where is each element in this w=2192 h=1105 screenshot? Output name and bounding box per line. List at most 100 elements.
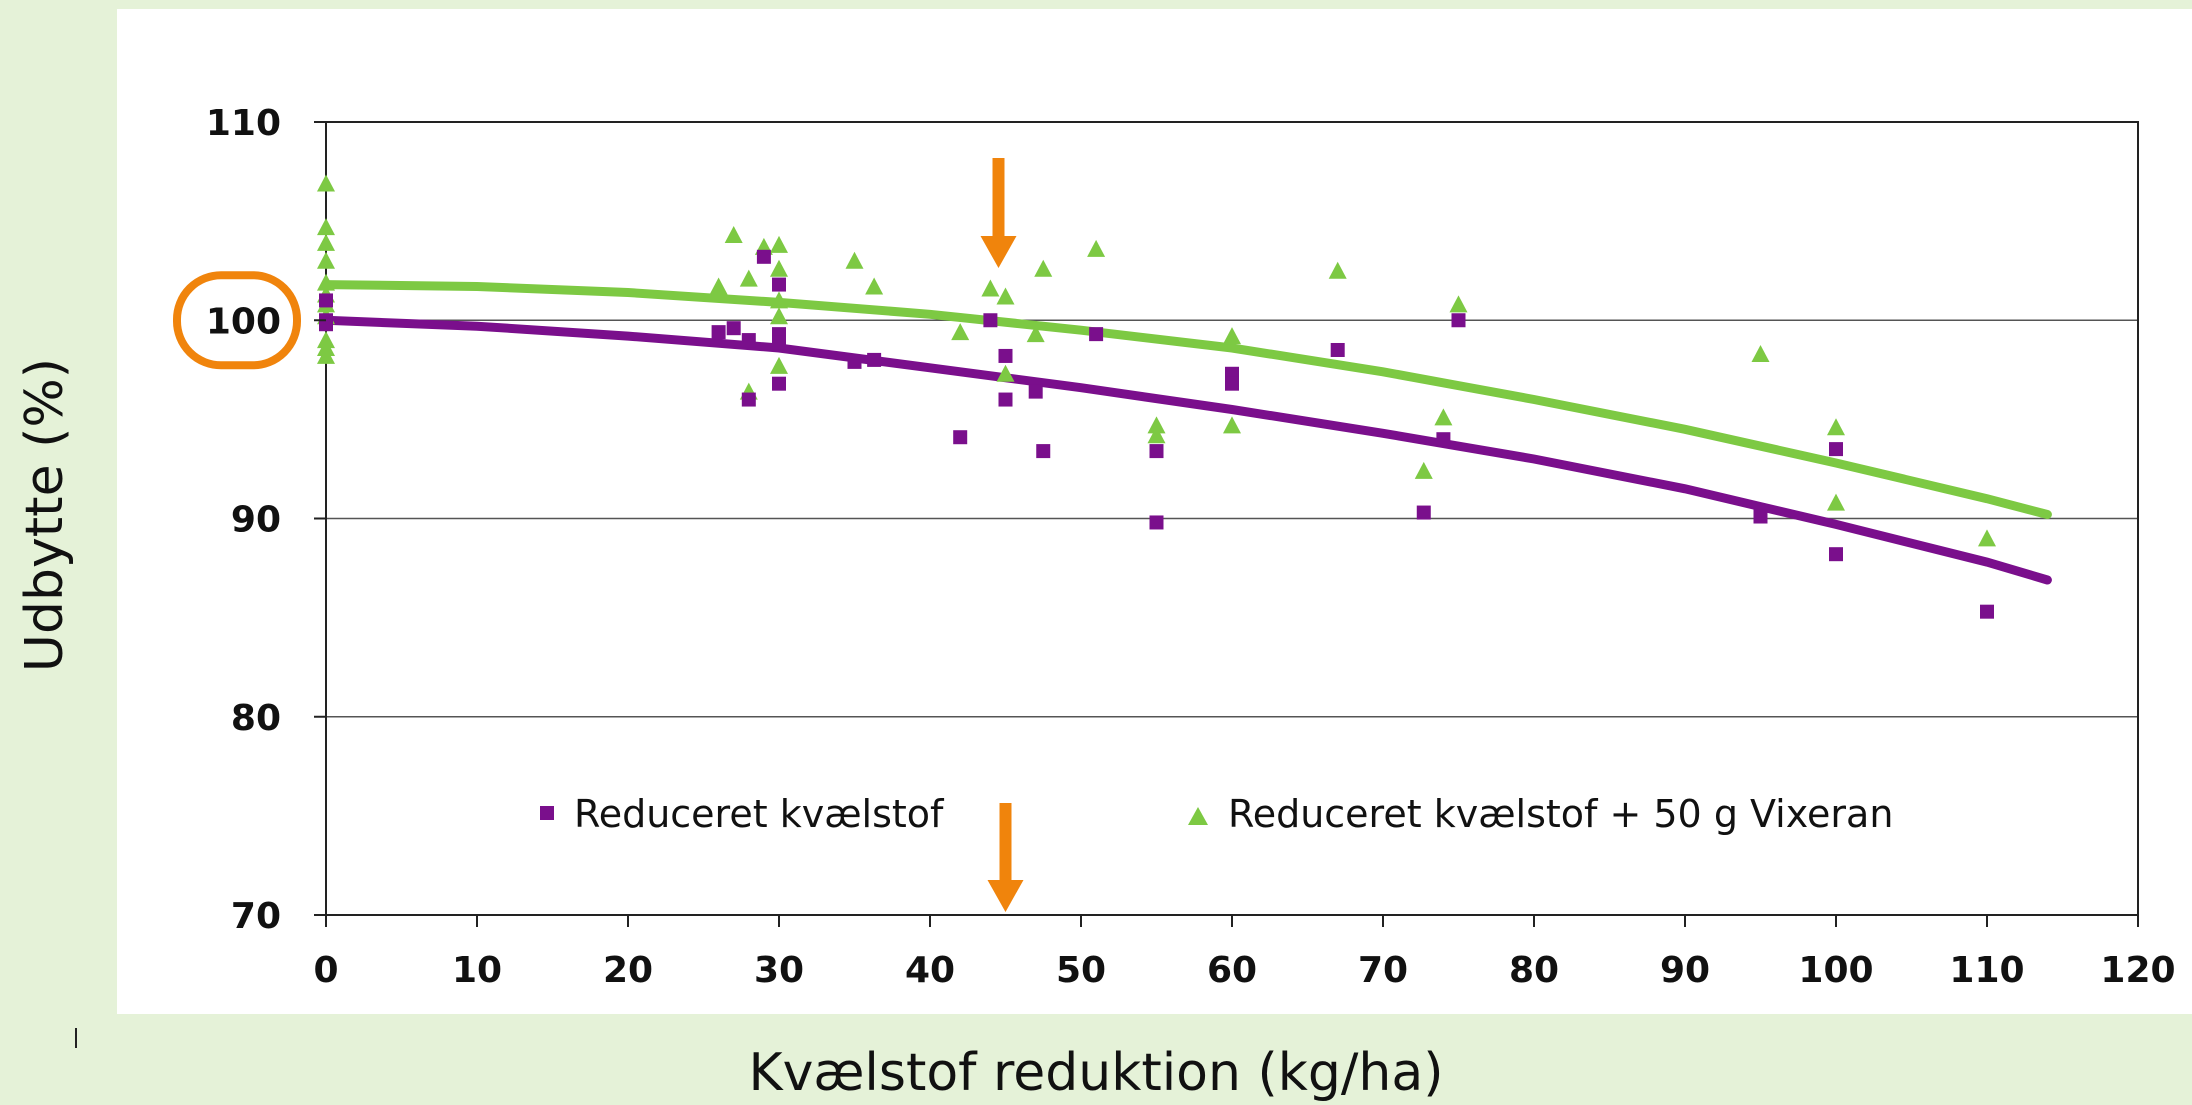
point-triangle-32	[1223, 327, 1241, 345]
x-tick-label-80: 80	[1509, 950, 1559, 991]
point-triangle-34	[1328, 261, 1347, 279]
x-tick-label-90: 90	[1660, 950, 1710, 991]
point-square-13	[867, 352, 882, 367]
point-triangle-1	[317, 218, 335, 236]
trend-lines	[321, 280, 2052, 585]
point-square-11	[772, 376, 786, 391]
x-tick-label-50: 50	[1056, 950, 1106, 991]
x-tick-label-30: 30	[754, 950, 804, 991]
arrow-down-icon-top-head	[980, 236, 1017, 268]
point-square-25	[1330, 342, 1345, 357]
x-tick-label-110: 110	[1949, 950, 2024, 991]
point-square-12	[847, 354, 862, 369]
point-square-19	[1036, 444, 1051, 459]
point-square-27	[1436, 432, 1451, 447]
point-square-16	[998, 348, 1013, 363]
point-square-7	[756, 249, 771, 264]
x-tick-label-40: 40	[905, 950, 955, 991]
point-triangle-11	[709, 277, 728, 295]
point-triangle-24	[981, 279, 1000, 297]
point-square-26	[1416, 505, 1431, 520]
point-square-20	[1089, 327, 1104, 342]
trend-line-series-2	[321, 280, 2052, 519]
point-square-8	[772, 277, 786, 292]
point-square-1	[319, 293, 333, 308]
arrow-down-icon-bottom-head	[987, 880, 1024, 912]
point-triangle-38	[1751, 344, 1770, 362]
point-triangle-3	[317, 251, 335, 269]
x-tick-label-60: 60	[1207, 950, 1257, 991]
point-triangle-17	[770, 259, 788, 277]
point-triangle-21	[845, 251, 864, 269]
point-triangle-41	[1978, 529, 1996, 547]
point-triangle-22	[865, 277, 884, 295]
point-square-3	[711, 325, 726, 340]
point-triangle-20	[770, 356, 788, 374]
point-square-28	[1451, 313, 1466, 328]
point-triangle-39	[1827, 418, 1845, 436]
point-square-10	[772, 335, 786, 350]
point-triangle-25	[996, 287, 1015, 305]
point-triangle-33	[1223, 416, 1241, 434]
point-square-24	[1225, 376, 1239, 391]
point-triangle-27	[1026, 325, 1045, 343]
point-triangle-30	[1147, 416, 1166, 434]
point-square-4	[726, 321, 741, 336]
point-triangle-31	[1147, 426, 1166, 444]
legend-marker-triangle	[1188, 807, 1208, 825]
legend: Reduceret kvælstof Reduceret kvælstof + …	[540, 792, 1893, 836]
point-triangle-23	[951, 323, 970, 341]
point-square-29	[1753, 509, 1768, 524]
point-triangle-19	[770, 307, 788, 325]
point-triangle-26	[996, 364, 1015, 382]
y-axis-title: Udbytte (%)	[15, 358, 75, 672]
point-square-6	[741, 392, 756, 407]
point-triangle-40	[1827, 493, 1845, 511]
x-tick-label-120: 120	[2100, 950, 2175, 991]
legend-label-series-2: Reduceret kvælstof + 50 g Vixeran	[1228, 792, 1893, 836]
point-triangle-12	[724, 226, 743, 244]
point-triangle-2	[317, 233, 335, 251]
point-triangle-36	[1434, 408, 1453, 426]
x-axis-title: Kvælstof reduktion (kg/ha)	[749, 1043, 1444, 1103]
highlight-ring-100	[173, 271, 301, 370]
point-square-22	[1149, 515, 1164, 530]
y-tick-label-70: 70	[231, 896, 281, 937]
y-tick-label-100: 100	[206, 301, 281, 342]
point-triangle-37	[1449, 295, 1468, 313]
arrow-down-icon-top-shaft	[992, 158, 1005, 238]
y-tick-label-90: 90	[231, 500, 281, 541]
legend-marker-square	[540, 806, 554, 820]
y-tick-label-110: 110	[206, 103, 281, 144]
x-tick-label-0: 0	[313, 950, 338, 991]
point-square-31	[1829, 547, 1843, 562]
point-triangle-13	[739, 269, 758, 287]
point-triangle-35	[1414, 461, 1433, 479]
point-triangle-29	[1087, 239, 1106, 257]
annotations	[173, 158, 1024, 912]
data-points	[317, 174, 1996, 619]
legend-label-series-1: Reduceret kvælstof	[574, 792, 945, 836]
point-square-18	[1028, 384, 1043, 399]
point-triangle-10	[317, 346, 335, 364]
x-tick-label-20: 20	[603, 950, 653, 991]
y-tick-label-80: 80	[231, 698, 281, 739]
plot-panel	[117, 9, 2192, 1014]
point-triangle-16	[770, 235, 788, 253]
point-square-5	[741, 333, 756, 348]
point-triangle-4	[317, 273, 335, 291]
point-square-15	[983, 313, 998, 328]
point-square-14	[953, 430, 968, 445]
axis-ticks: 70 80 90 100 110 0 10 20 30 40 50 60 70 80 90 100 110 120	[206, 103, 2176, 991]
arrow-down-icon-bottom-shaft	[999, 803, 1012, 882]
point-square-17	[998, 392, 1013, 407]
point-square-30	[1829, 442, 1843, 457]
point-triangle-0	[317, 174, 335, 192]
point-square-21	[1149, 444, 1164, 459]
trend-line-series-1	[321, 315, 2052, 585]
x-tick-label-100: 100	[1798, 950, 1873, 991]
point-triangle-18	[770, 291, 788, 309]
x-tick-label-10: 10	[452, 950, 502, 991]
